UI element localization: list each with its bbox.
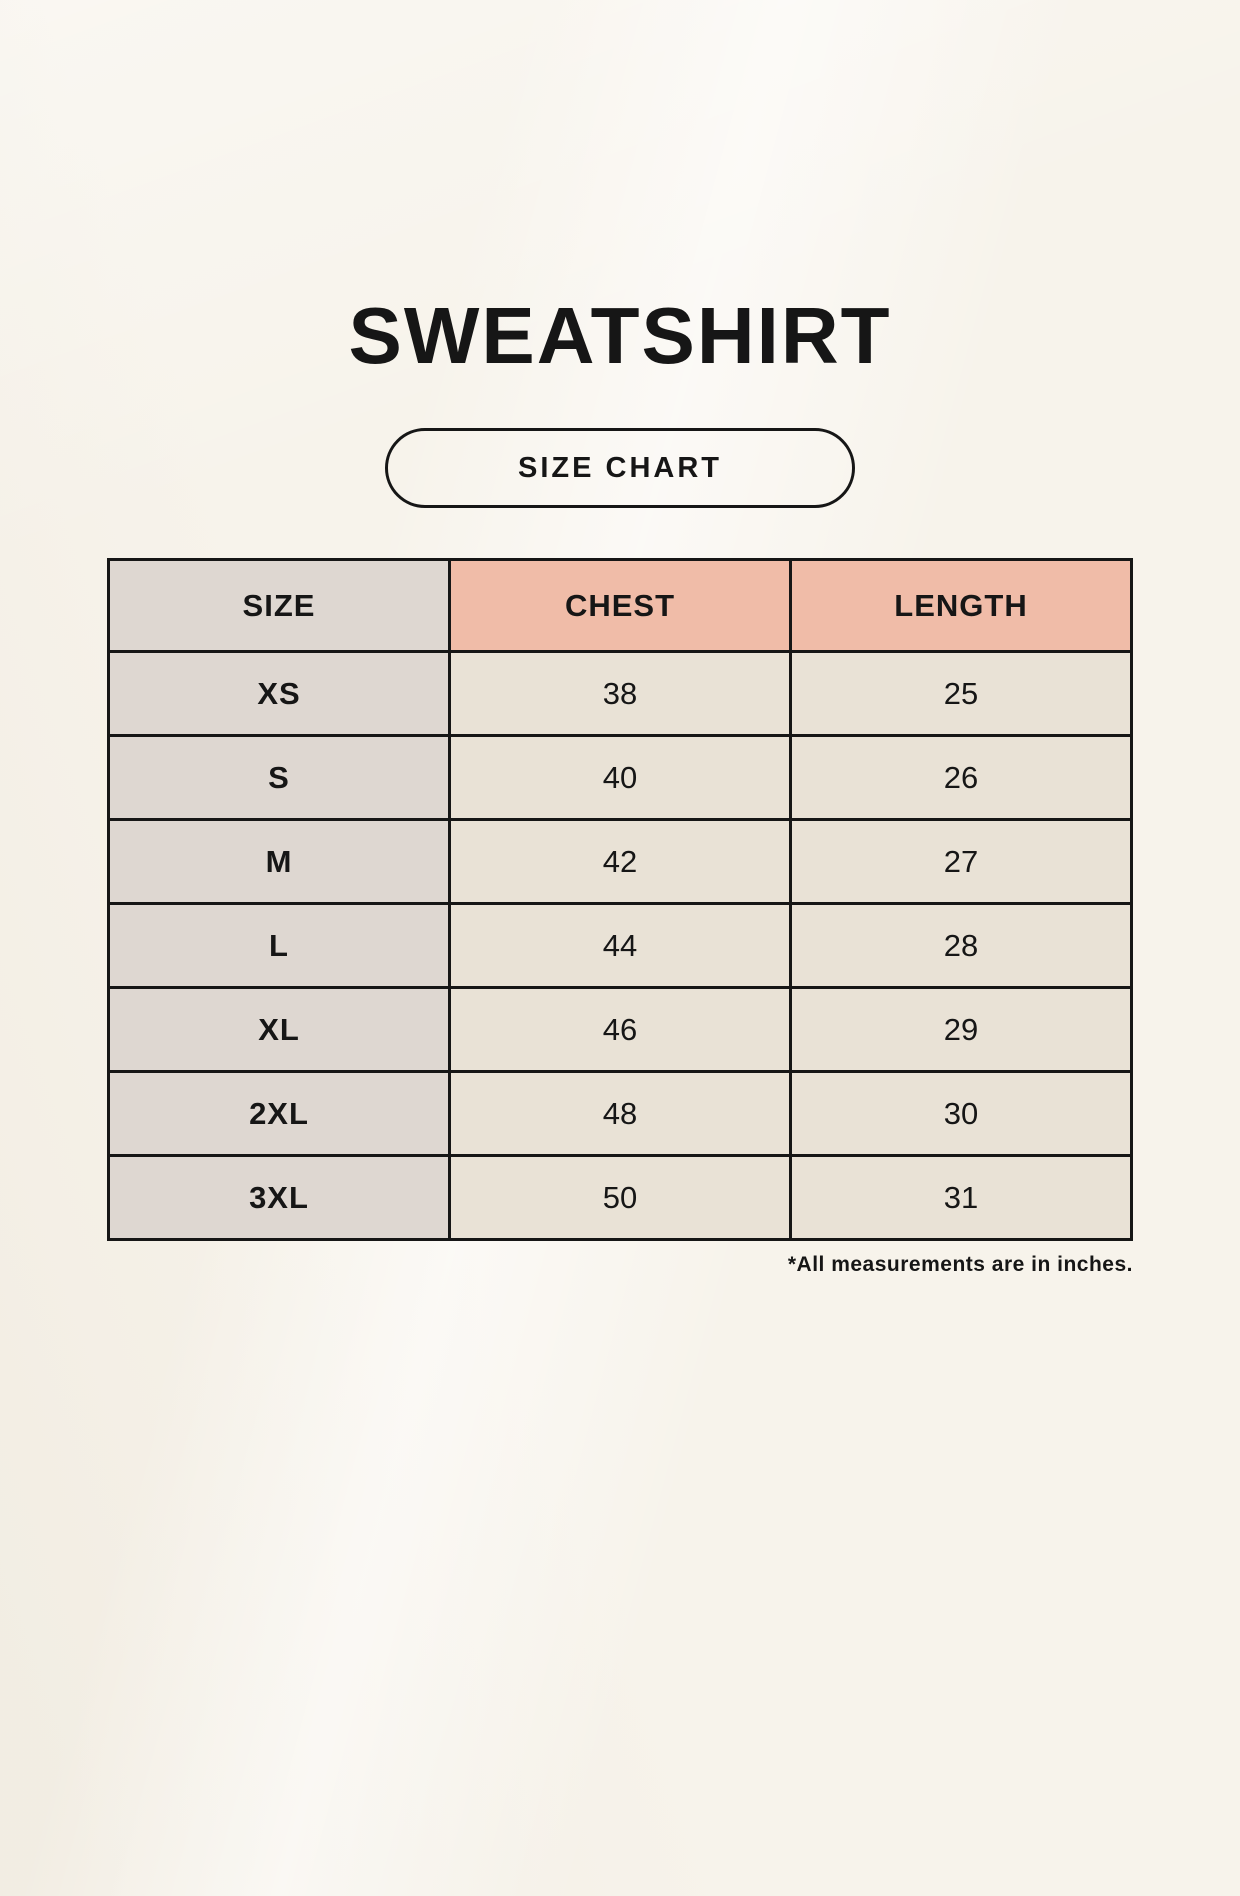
table-body: XS 38 25 S 40 26 M 42 27 L 44 28 XL 46 29 2XL 48 30 3XL 50 3… — [107, 650, 1133, 1241]
length-value-cell: 26 — [789, 734, 1133, 821]
table-row: L 44 28 — [107, 902, 1133, 989]
size-chart-button[interactable]: SIZE CHART — [385, 428, 855, 508]
measurements-footnote: *All measurements are in inches. — [787, 1253, 1133, 1276]
size-label-cell: L — [107, 902, 451, 989]
length-value-cell: 28 — [789, 902, 1133, 989]
size-label-cell: XS — [107, 650, 451, 737]
length-value-cell: 31 — [789, 1154, 1133, 1241]
size-label-cell: 2XL — [107, 1070, 451, 1157]
chest-value-cell: 50 — [448, 1154, 792, 1241]
chest-value-cell: 48 — [448, 1070, 792, 1157]
size-label-cell: 3XL — [107, 1154, 451, 1241]
size-label-cell: M — [107, 818, 451, 905]
size-table-container: SIZE CHEST LENGTH XS 38 25 S 40 26 M 42 27 L 44 28 XL 4… — [107, 558, 1133, 1241]
badge-row: SIZE CHART — [0, 428, 1240, 508]
length-value-cell: 25 — [789, 650, 1133, 737]
chest-value-cell: 40 — [448, 734, 792, 821]
chest-value-cell: 38 — [448, 650, 792, 737]
length-value-cell: 27 — [789, 818, 1133, 905]
chest-value-cell: 42 — [448, 818, 792, 905]
table-row: M 42 27 — [107, 818, 1133, 905]
column-header-chest: CHEST — [448, 558, 792, 653]
page-title: SWEATSHIRT — [348, 291, 892, 380]
chest-value-cell: 46 — [448, 986, 792, 1073]
size-label-cell: S — [107, 734, 451, 821]
table-row: 3XL 50 31 — [107, 1154, 1133, 1241]
size-table: SIZE CHEST LENGTH XS 38 25 S 40 26 M 42 27 L 44 28 XL 4… — [107, 558, 1133, 1241]
column-header-length: LENGTH — [789, 558, 1133, 653]
table-row: XS 38 25 — [107, 650, 1133, 737]
table-row: XL 46 29 — [107, 986, 1133, 1073]
length-value-cell: 29 — [789, 986, 1133, 1073]
table-row: 2XL 48 30 — [107, 1070, 1133, 1157]
column-header-size: SIZE — [107, 558, 451, 653]
size-label-cell: XL — [107, 986, 451, 1073]
chest-value-cell: 44 — [448, 902, 792, 989]
header-row: SIZE CHEST LENGTH — [107, 558, 1133, 653]
table-row: S 40 26 — [107, 734, 1133, 821]
length-value-cell: 30 — [789, 1070, 1133, 1157]
